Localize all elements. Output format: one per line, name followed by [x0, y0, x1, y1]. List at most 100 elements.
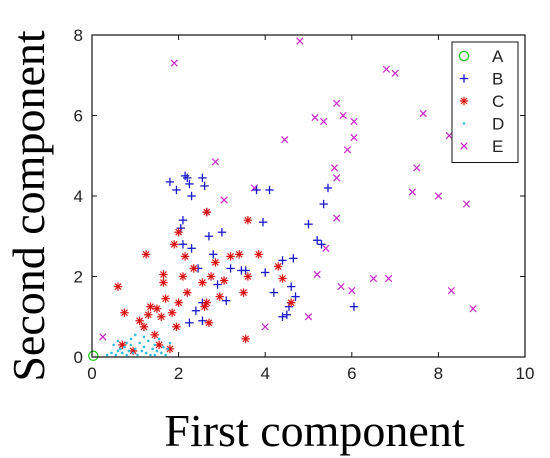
data-point-c: [135, 316, 144, 325]
data-point-e: [296, 37, 304, 45]
data-point-c: [159, 270, 168, 279]
data-point-c: [273, 262, 283, 271]
data-point-d: [136, 353, 139, 357]
data-point-c: [113, 282, 123, 291]
data-point-d: [162, 345, 165, 349]
data-point-c: [189, 264, 198, 273]
data-point-b: [217, 228, 227, 237]
data-point-b: [198, 316, 207, 325]
data-point-c: [235, 250, 244, 259]
data-point-b: [304, 219, 313, 229]
data-point-b: [278, 256, 287, 265]
x-tick-label: 6: [347, 364, 356, 383]
data-point-b: [282, 310, 292, 319]
x-axis-title: First component: [164, 405, 464, 456]
data-point-b: [349, 302, 359, 311]
data-point-d: [129, 343, 133, 347]
data-point-d: [159, 351, 163, 355]
data-point-c: [157, 312, 166, 321]
data-point-b: [165, 177, 175, 187]
data-point-b: [291, 292, 300, 301]
data-point-c: [254, 250, 263, 259]
data-point-e: [333, 214, 341, 222]
legend-marker-c: [459, 96, 469, 106]
data-point-b: [284, 302, 294, 311]
data-point-d: [151, 347, 154, 351]
data-point-e: [469, 305, 477, 313]
data-point-c: [202, 298, 211, 307]
data-point-b: [289, 254, 298, 263]
data-point-c: [174, 298, 183, 307]
data-point-b: [258, 217, 268, 227]
data-point-e: [419, 109, 427, 118]
data-point-c: [167, 308, 177, 317]
data-point-e: [447, 286, 456, 295]
data-point-d: [116, 349, 120, 353]
series-b: [165, 171, 359, 327]
data-point-b: [213, 280, 222, 289]
data-point-b: [312, 236, 322, 245]
data-point-e: [313, 270, 321, 279]
data-point-b: [172, 185, 181, 195]
series-e: [99, 37, 477, 341]
x-tick-label: 0: [87, 364, 96, 383]
data-point-d: [138, 341, 141, 345]
data-point-e: [339, 111, 347, 120]
data-point-b: [187, 191, 196, 201]
legend-label: C: [492, 92, 504, 111]
data-point-d: [125, 341, 128, 345]
data-point-c: [154, 340, 164, 350]
data-point-c: [278, 274, 287, 283]
series-c: [113, 207, 296, 356]
data-point-d: [110, 351, 113, 355]
data-point-e: [304, 313, 313, 321]
data-point-d: [125, 353, 128, 357]
y-axis-ticks: 0 2 4 6 8: [74, 26, 525, 367]
data-point-b: [222, 296, 231, 305]
data-point-b: [185, 179, 194, 189]
data-point-e: [99, 333, 107, 341]
data-point-d: [153, 353, 157, 357]
data-point-c: [178, 272, 188, 281]
data-point-e: [369, 274, 378, 283]
data-point-a: [88, 350, 99, 362]
x-axis-ticks: 0 2 4 6 8 10: [87, 35, 534, 383]
data-point-c: [141, 250, 151, 259]
data-point-d: [114, 353, 118, 357]
data-point-b: [204, 232, 214, 241]
data-point-d: [112, 343, 115, 347]
data-point-c: [243, 215, 253, 225]
data-point-d: [144, 351, 148, 355]
data-point-b: [323, 183, 333, 193]
data-point-e: [382, 65, 391, 73]
data-point-e: [462, 200, 471, 208]
data-point-d: [121, 351, 124, 355]
data-point-c: [241, 334, 250, 344]
data-point-d: [166, 347, 170, 351]
data-point-b: [317, 240, 326, 249]
data-point-c: [226, 252, 235, 261]
data-point-d: [131, 351, 135, 355]
data-point-b: [183, 173, 192, 183]
data-point-d: [123, 345, 126, 349]
legend-marker-b: [459, 74, 469, 83]
data-point-b: [185, 318, 194, 327]
data-point-c: [146, 302, 155, 311]
legend-label: E: [492, 137, 503, 156]
data-point-d: [153, 343, 157, 347]
data-point-c: [243, 272, 253, 281]
legend-marker-d: [462, 122, 466, 125]
data-point-b: [180, 171, 190, 181]
data-point-d: [105, 353, 109, 357]
data-point-e: [343, 146, 352, 154]
data-point-e: [333, 99, 341, 108]
data-point-b: [265, 185, 274, 195]
data-point-c: [172, 322, 181, 332]
data-point-e: [330, 164, 339, 172]
data-point-d: [134, 333, 137, 337]
data-point-d: [142, 335, 146, 339]
data-point-e: [384, 274, 393, 283]
legend-marker-e: [460, 142, 468, 150]
data-point-b: [278, 312, 287, 321]
